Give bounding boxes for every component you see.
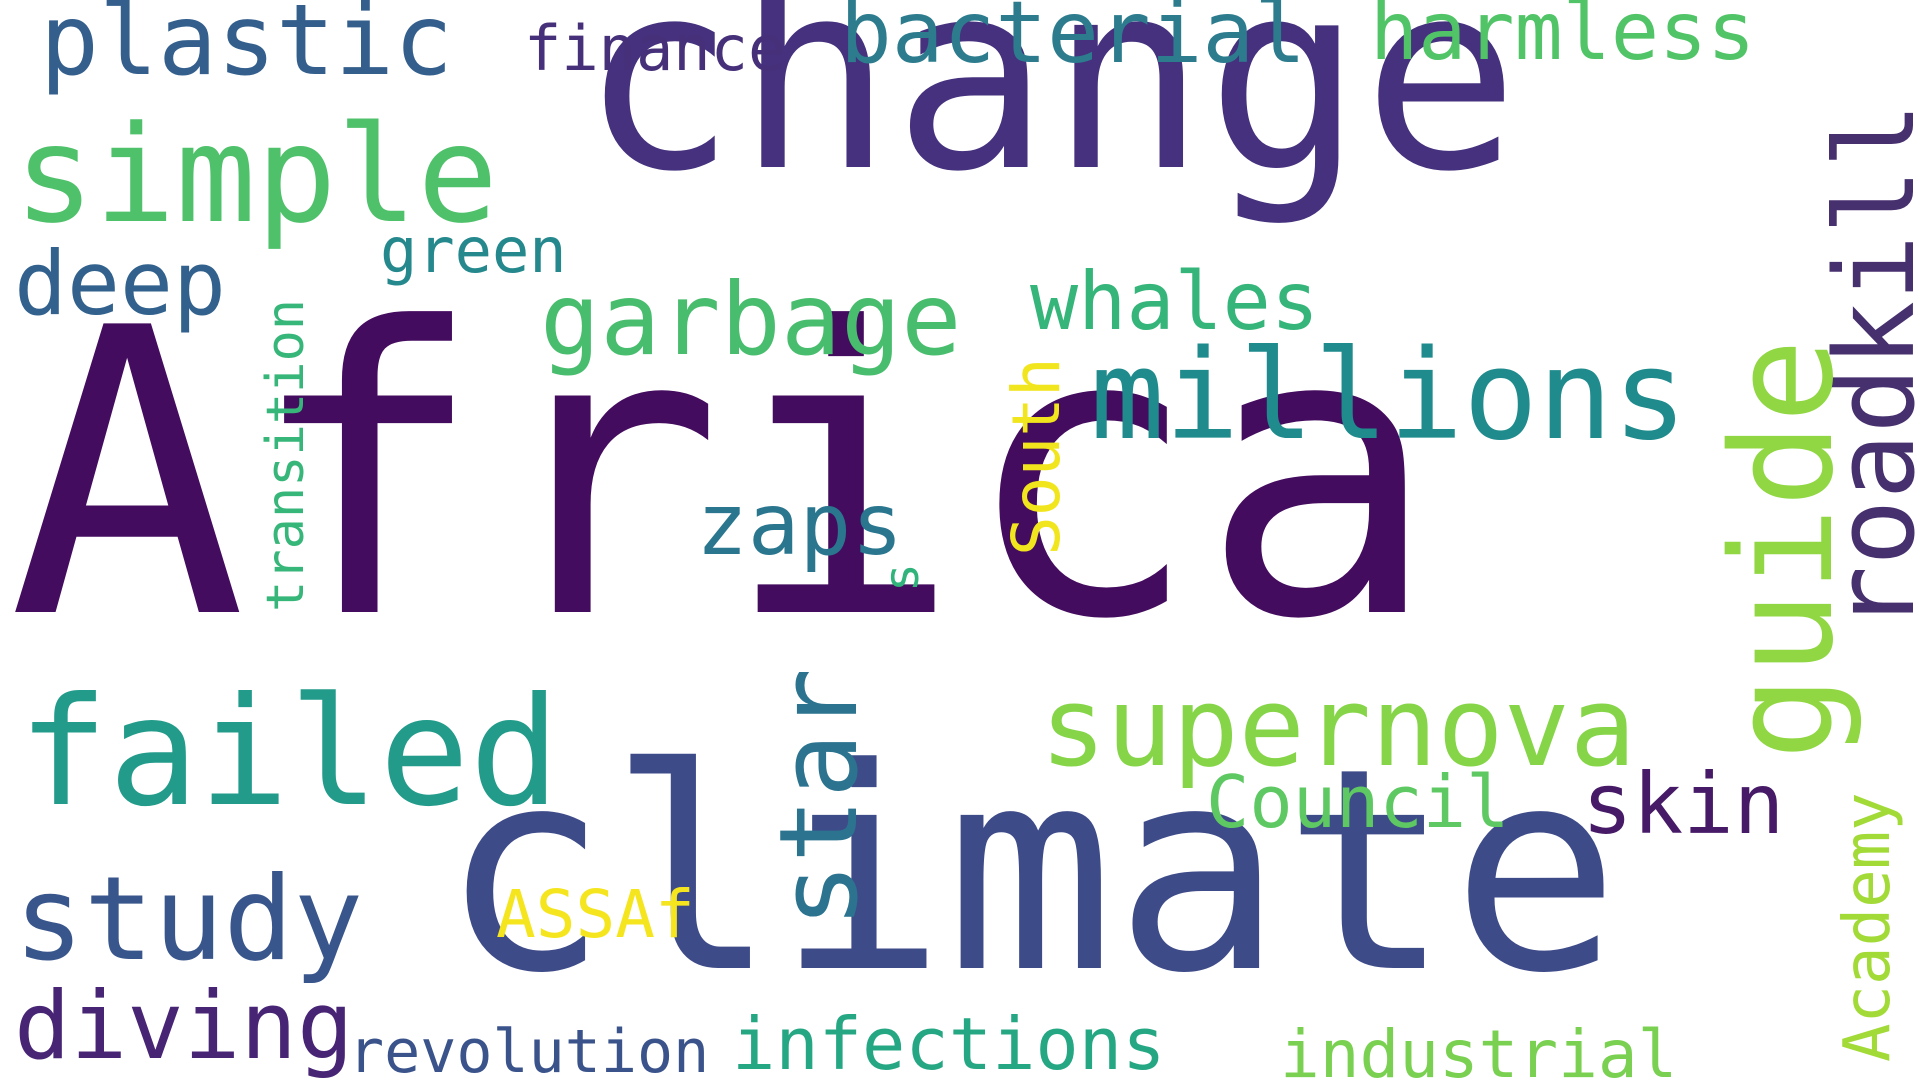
word-revolution: revolution xyxy=(348,1017,710,1080)
word-supernova: supernova xyxy=(1040,663,1637,791)
word-academy: Academy xyxy=(1831,792,1905,1062)
word-green: green xyxy=(380,214,567,287)
word-industrial: industrial xyxy=(1280,1016,1678,1080)
word-star: star xyxy=(757,667,882,928)
word-simple: simple xyxy=(14,97,499,253)
word-whales: whales xyxy=(1030,255,1319,348)
word-millions: millions xyxy=(1090,324,1688,468)
word-bacterial: bacterial xyxy=(840,0,1306,83)
word-garbage: garbage xyxy=(540,261,962,378)
word-study: study xyxy=(14,852,364,987)
word-climate: climate xyxy=(440,709,1621,1035)
word-change: change xyxy=(580,0,1520,229)
word-transition: transition xyxy=(256,298,316,612)
word-zaps: zaps xyxy=(696,475,904,575)
word-infections: infections xyxy=(732,1002,1166,1080)
word-south: South xyxy=(998,357,1075,556)
word-s: s xyxy=(874,563,930,592)
word-plastic: plastic xyxy=(40,0,454,98)
word-deep: deep xyxy=(14,232,226,335)
word-failed: failed xyxy=(18,666,560,840)
word-harmless: harmless xyxy=(1370,0,1756,78)
word-skin: skin xyxy=(1582,755,1785,853)
word-finance: finance xyxy=(524,12,786,85)
word-africa: Africa xyxy=(8,245,1439,706)
word-guide: guide xyxy=(1702,338,1865,760)
word-assaf: ASSAf xyxy=(496,876,695,953)
word-council: Council xyxy=(1206,760,1510,844)
word-diving: diving xyxy=(14,972,354,1080)
